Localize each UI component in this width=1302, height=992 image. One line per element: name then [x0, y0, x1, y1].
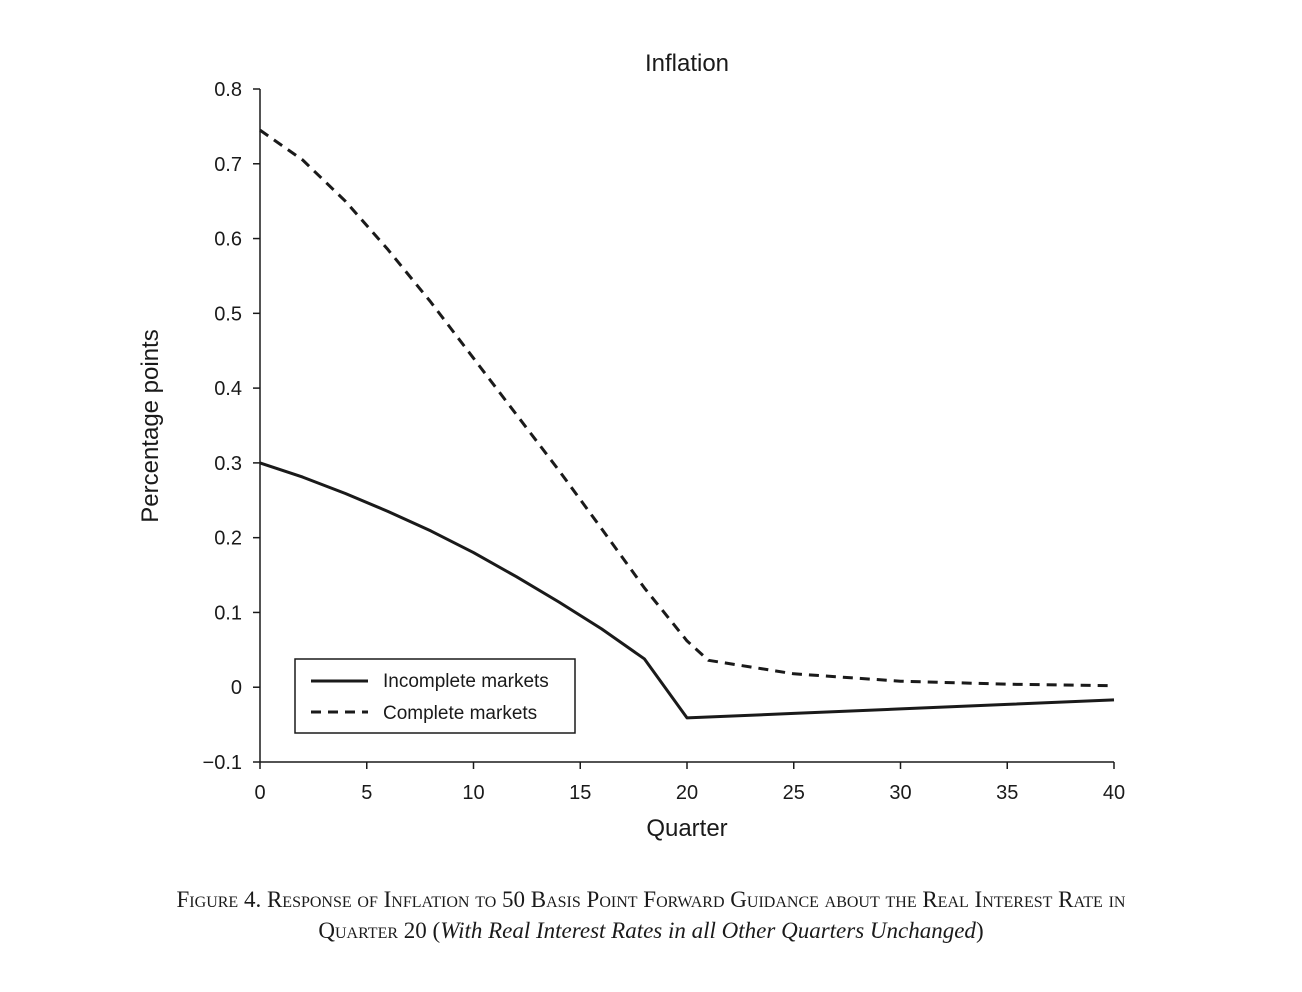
- legend-box: [294, 658, 576, 734]
- y-tick-label: 0.3: [214, 453, 242, 475]
- caption-line2-italic: With Real Interest Rates in all Other Qu…: [440, 918, 976, 943]
- legend-label-complete: Complete markets: [383, 703, 537, 724]
- figure-caption: Figure 4. Response of Inflation to 50 Ba…: [20, 884, 1282, 946]
- x-tick-label: 35: [996, 782, 1018, 804]
- caption-line2-start: Quarter 20 (: [318, 918, 441, 943]
- x-tick-label: 15: [569, 782, 591, 804]
- y-tick-label: 0.4: [214, 378, 242, 400]
- x-tick-label: 40: [1103, 782, 1125, 804]
- x-tick-label: 0: [254, 782, 265, 804]
- axes: −0.1 0 0.1 0.2 0.3 0.4 0.5 0.6 0.7 0.8 0 5 10 15 20 25 3…: [203, 79, 1126, 804]
- x-tick-label: 25: [783, 782, 805, 804]
- y-tick-label: 0.7: [214, 154, 242, 176]
- legend: Incomplete markets Complete markets: [294, 658, 576, 734]
- x-tick-label: 20: [676, 782, 698, 804]
- y-tick-label: 0: [231, 677, 242, 699]
- x-tick-label: 30: [889, 782, 911, 804]
- series-complete-markets: [259, 128, 1115, 688]
- x-axis-label: Quarter: [646, 815, 727, 842]
- caption-line2-end: ): [975, 918, 984, 943]
- series-layer: [259, 128, 1115, 720]
- y-axis-label: Percentage points: [137, 329, 164, 522]
- legend-label-incomplete: Incomplete markets: [383, 671, 549, 692]
- y-tick-label: 0.8: [214, 79, 242, 101]
- x-tick-label: 5: [361, 782, 372, 804]
- caption-title: Response of Inflation to 50 Basis Point …: [266, 887, 1126, 912]
- y-tick-label: 0.6: [214, 229, 242, 251]
- y-tick-label: 0.5: [214, 303, 242, 325]
- series-incomplete-markets: [259, 461, 1115, 720]
- caption-line-1: Figure 4. Response of Inflation to 50 Ba…: [20, 884, 1282, 915]
- chart-title: Inflation: [645, 50, 729, 77]
- y-tick-label: −0.1: [203, 752, 242, 774]
- x-tick-label: 10: [462, 782, 484, 804]
- caption-line-2: Quarter 20 (With Real Interest Rates in …: [20, 915, 1282, 946]
- y-tick-label: 0.1: [214, 602, 242, 624]
- caption-label: Figure 4.: [176, 887, 262, 912]
- y-tick-label: 0.2: [214, 528, 242, 550]
